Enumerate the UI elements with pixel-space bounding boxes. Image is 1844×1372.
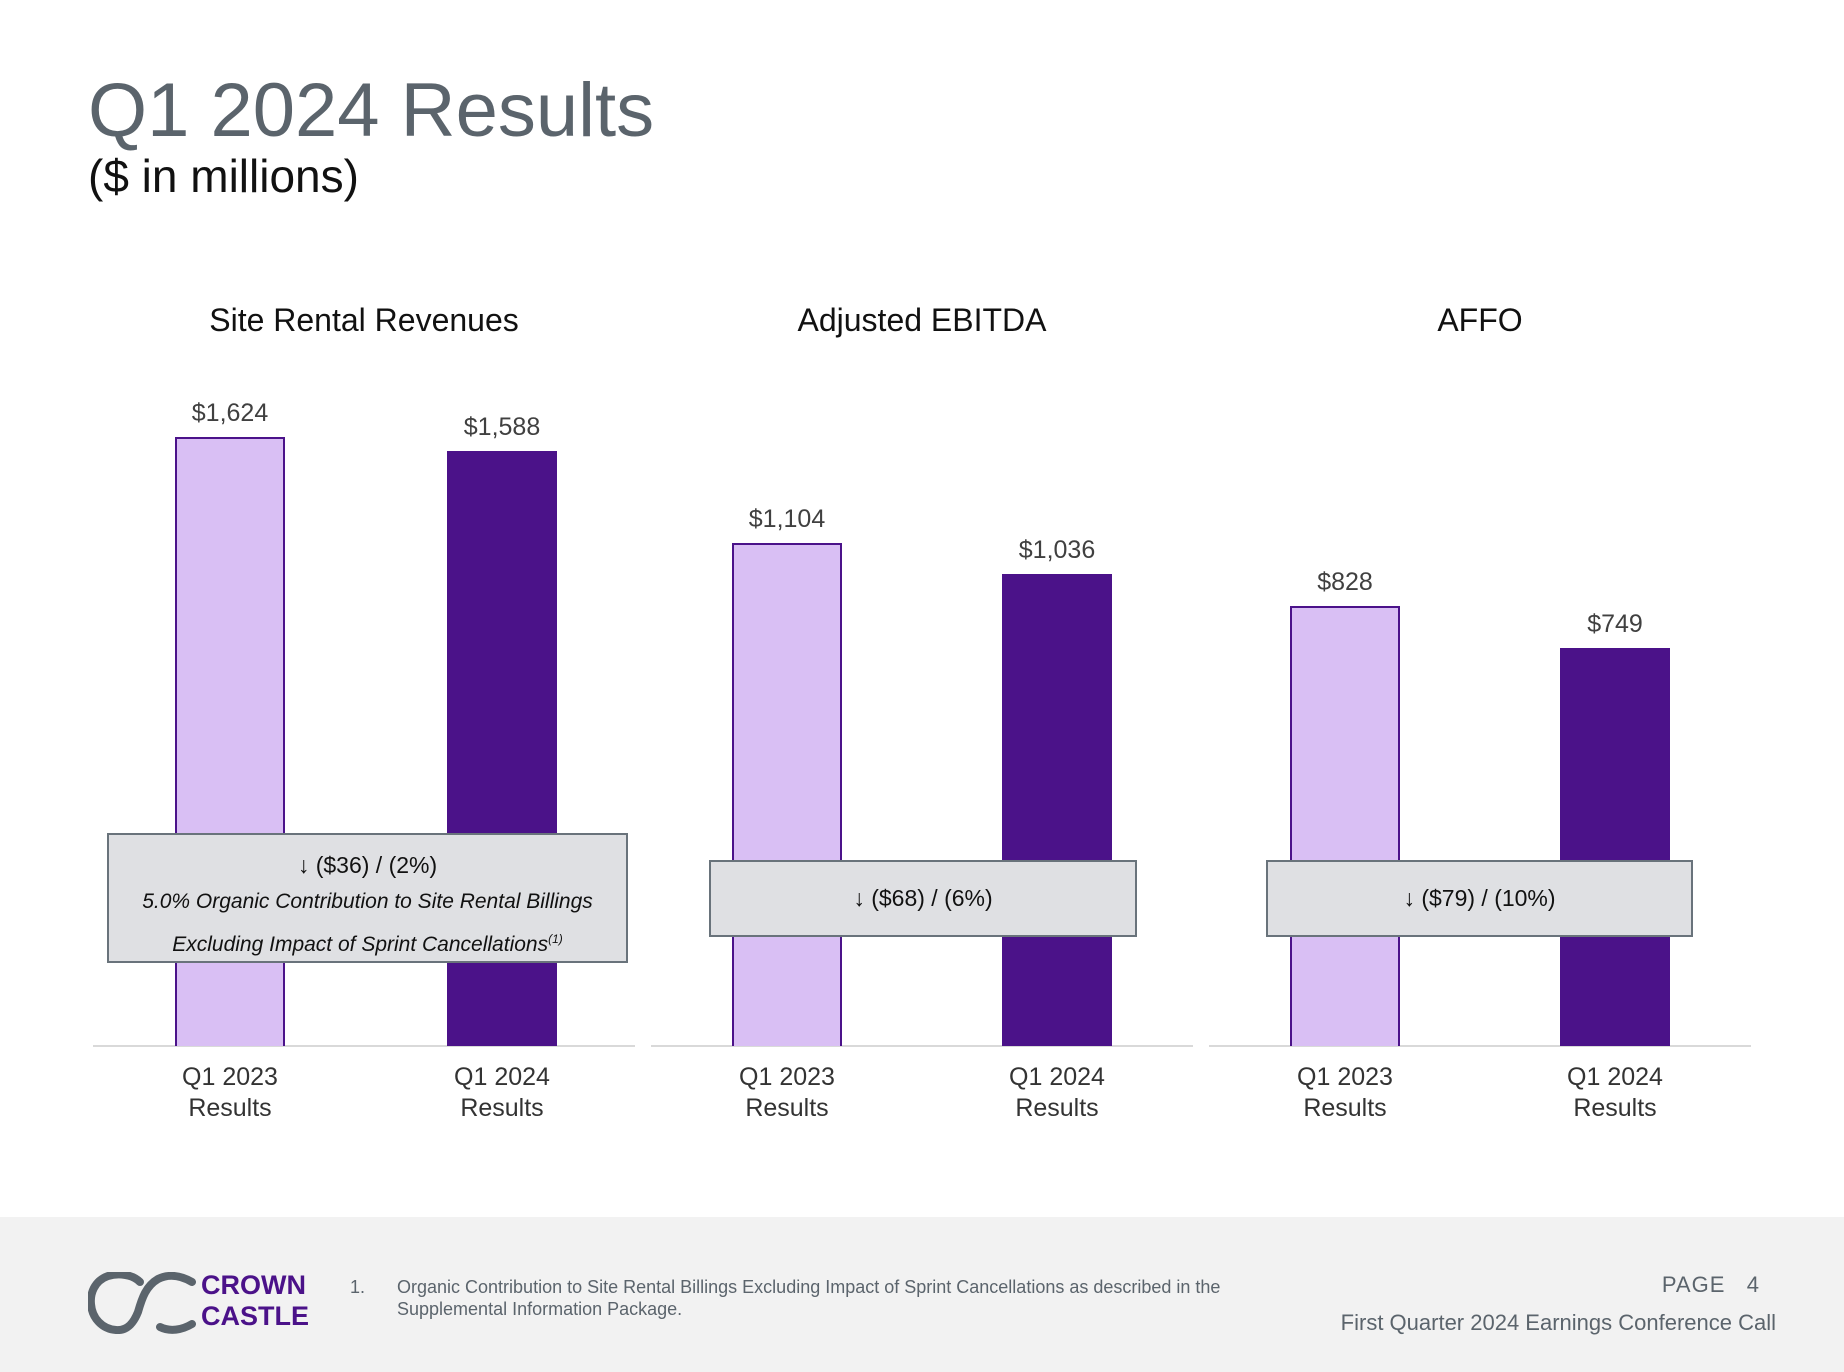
chart-title: Adjusted EBITDA: [797, 302, 1047, 338]
logo-line: CROWN: [201, 1270, 306, 1300]
x-tick-label-q1-2024: Q1 2024 Results: [967, 1062, 1147, 1124]
x-tick-label-line: Q1 2024: [1567, 1063, 1663, 1091]
x-tick-label-q1-2023: Q1 2023 Results: [697, 1062, 877, 1124]
x-tick-label-line: Results: [1573, 1094, 1657, 1122]
callout-note-line: Excluding Impact of Sprint Cancellations…: [109, 921, 626, 963]
footnote-text: Organic Contribution to Site Rental Bill…: [397, 1277, 1221, 1319]
change-callout: ↓ ($79) / (10%): [1266, 860, 1693, 937]
x-tick-label-line: Results: [1303, 1094, 1387, 1122]
data-label-q1-2024: $1,036: [1018, 536, 1096, 564]
bar-q1-2023: [1290, 606, 1400, 1046]
x-axis-line: [1209, 1045, 1751, 1047]
crown-castle-logo-icon: [88, 1272, 196, 1334]
x-tick-label-q1-2024: Q1 2024 Results: [1525, 1062, 1705, 1124]
data-label-q1-2024: $749: [1587, 610, 1643, 638]
footnote-number: 1.: [350, 1277, 366, 1297]
x-tick-label-line: Q1 2024: [1009, 1063, 1105, 1091]
x-tick-label-line: Results: [1015, 1094, 1099, 1122]
data-label-q1-2023: $828: [1317, 568, 1373, 596]
crown-castle-logo: CROWN CASTLE: [88, 1272, 318, 1334]
event-name: First Quarter 2024 Earnings Conference C…: [1340, 1310, 1776, 1335]
page-label: PAGE: [1661, 1272, 1726, 1297]
x-tick-label-q1-2023: Q1 2023 Results: [140, 1062, 320, 1124]
footnote-reference: (1): [548, 932, 563, 946]
footer: [0, 1217, 1844, 1372]
page-title: Q1 2024 Results: [88, 68, 655, 153]
change-callout: ↓ ($68) / (6%): [709, 860, 1137, 937]
x-tick-label-line: Q1 2023: [1297, 1063, 1393, 1091]
change-callout: ↓ ($36) / (2%) 5.0% Organic Contribution…: [107, 833, 628, 963]
x-tick-label-line: Results: [188, 1094, 272, 1122]
callout-note-line: 5.0% Organic Contribution to Site Rental…: [142, 890, 593, 913]
chart-site-rental-revenues: Site Rental Revenues $1,624 $1,588 Q1 20…: [93, 0, 635, 1180]
page-subtitle: ($ in millions): [88, 150, 359, 202]
chart-adjusted-ebitda: Adjusted EBITDA $1,104 $1,036 Q1 2023 Re…: [651, 0, 1193, 1180]
chart-title: AFFO: [1437, 302, 1523, 338]
callout-note-text: Excluding Impact of Sprint Cancellations: [172, 933, 549, 956]
data-label-q1-2024: $1,588: [463, 413, 541, 441]
change-value: ↓ ($79) / (10%): [1403, 885, 1556, 911]
x-tick-label-q1-2024: Q1 2024 Results: [412, 1062, 592, 1124]
change-value: ↓ ($36) / (2%): [297, 852, 438, 878]
x-tick-label-line: Q1 2023: [739, 1063, 835, 1091]
x-tick-label-line: Results: [745, 1094, 829, 1122]
bar-q1-2024: [1560, 648, 1670, 1046]
data-label-q1-2023: $1,104: [748, 505, 826, 533]
x-tick-label-q1-2023: Q1 2023 Results: [1255, 1062, 1435, 1124]
change-value: ↓ ($68) / (6%): [853, 885, 993, 911]
chart-affo: AFFO $828 $749 Q1 2023 Results Q1 2024 R…: [1209, 0, 1751, 1180]
bar-q1-2024: [1002, 574, 1112, 1046]
bar-q1-2023: [732, 543, 842, 1046]
page-number: PAGE 4: [1662, 1272, 1760, 1298]
x-axis-line: [93, 1045, 635, 1047]
x-tick-label-line: Q1 2023: [182, 1063, 278, 1091]
logo-wordmark: CROWN CASTLE: [201, 1272, 309, 1330]
x-tick-label-line: Results: [460, 1094, 544, 1122]
logo-line: CASTLE: [201, 1301, 309, 1331]
page-number-value: 4: [1746, 1272, 1760, 1297]
chart-title: Site Rental Revenues: [209, 302, 519, 338]
x-tick-label-line: Q1 2024: [454, 1063, 550, 1091]
data-label-q1-2023: $1,624: [191, 399, 269, 427]
x-axis-line: [651, 1045, 1193, 1047]
